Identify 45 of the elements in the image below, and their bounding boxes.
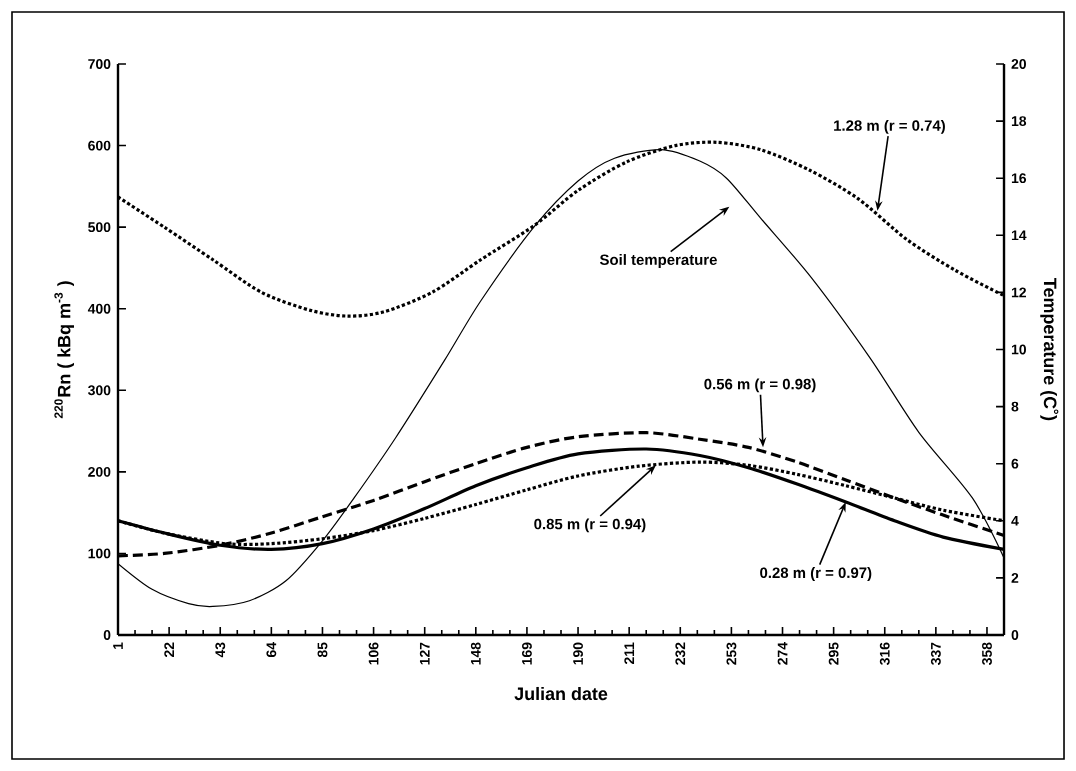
x-tick-label: 106	[368, 642, 379, 665]
y2-tick-label: 6	[1011, 458, 1019, 469]
y2-tick-label: 10	[1011, 344, 1026, 355]
y-tick-label: 600	[88, 140, 111, 151]
x-tick-label: 1	[113, 642, 123, 649]
x-tick-label: 43	[215, 642, 226, 658]
annotation: 0.85 m (r = 0.94)	[534, 518, 646, 533]
y2-tick-label: 12	[1011, 287, 1026, 298]
y2-tick-label: 16	[1011, 173, 1027, 184]
y-tick-label: 200	[88, 466, 111, 477]
x-tick-label: 85	[317, 642, 328, 658]
y-tick-label: 0	[103, 630, 111, 640]
annotation: 0.28 m (r = 0.97)	[760, 567, 872, 581]
x-tick-label: 22	[164, 642, 174, 658]
x-tick-label: 169	[522, 642, 532, 665]
y2-tick-label: 8	[1011, 401, 1019, 412]
y-tick-label: 700	[88, 59, 111, 69]
y-tick-label: 400	[87, 303, 111, 314]
y2-axis-title: Temperature (C˚)	[1040, 278, 1059, 421]
y-tick-label: 100	[88, 548, 111, 559]
y2-tick-label: 18	[1011, 116, 1027, 127]
annotation: 0.56 m (r = 0.98)	[704, 378, 816, 393]
y2-tick-label: 2	[1011, 573, 1019, 583]
annotation: Soil temperature	[599, 254, 717, 268]
y-axis-title: $^{220}$Rn ( kBq m$^{-3}$ )	[54, 281, 75, 419]
y2-tick-label: 14	[1011, 230, 1027, 241]
x-tick-label: 274	[777, 642, 788, 665]
y-tick-label: 500	[88, 222, 111, 233]
y-tick-label: 300	[88, 385, 111, 396]
x-tick-label: 232	[675, 642, 686, 665]
x-tick-label: 358	[982, 642, 992, 665]
x-tick-label: 337	[930, 642, 941, 665]
y2-tick-label: 0	[1011, 630, 1019, 640]
annotation: 1.28 m (r = 0.74)	[834, 119, 945, 134]
y2-tick-label: 20	[1011, 59, 1026, 69]
x-tick-label: 316	[879, 642, 890, 665]
x-tick-label: 190	[573, 642, 583, 665]
x-axis-title: Julian date	[514, 686, 608, 701]
x-tick-label: 148	[470, 642, 481, 665]
x-tick-label: 211	[624, 642, 635, 665]
y2-tick-label: 4	[1011, 516, 1019, 526]
x-tick-label: 253	[726, 642, 737, 665]
x-tick-label: 64	[266, 642, 277, 658]
x-tick-label: 295	[828, 642, 839, 665]
x-tick-label: 127	[419, 642, 430, 665]
